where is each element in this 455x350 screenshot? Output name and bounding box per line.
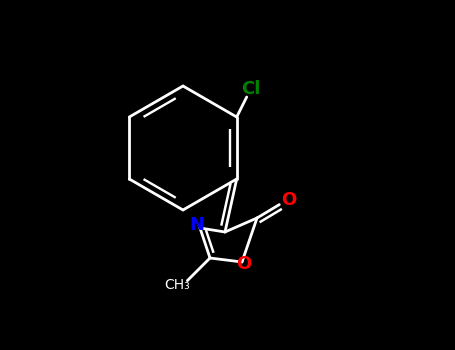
Text: CH₃: CH₃: [165, 278, 190, 292]
Text: Cl: Cl: [241, 80, 260, 98]
Text: N: N: [189, 216, 204, 234]
Text: O: O: [237, 255, 252, 273]
Text: O: O: [281, 190, 296, 209]
